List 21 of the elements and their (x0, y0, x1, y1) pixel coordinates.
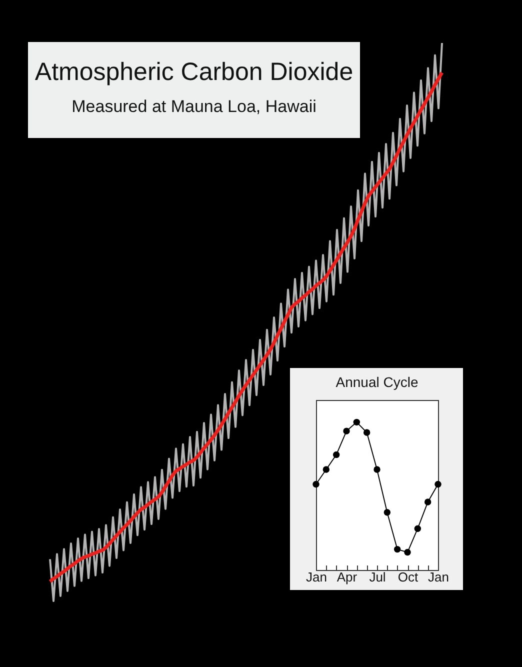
text: Atmospheric Carbon Dioxide (34, 58, 354, 87)
text: Measured at Mauna Loa, Hawaii (70, 97, 318, 117)
point (374, 466, 380, 473)
point (343, 428, 350, 434)
point (322, 466, 330, 473)
point (332, 451, 340, 458)
point (363, 429, 370, 436)
point (384, 509, 391, 516)
x-tick-label: Jul (369, 570, 386, 584)
point (424, 498, 432, 506)
x-tick-label: Jan (428, 570, 449, 584)
point (434, 480, 442, 488)
point (394, 546, 401, 553)
point (404, 548, 411, 556)
x-tick-label: Jan (306, 570, 327, 584)
point (312, 480, 320, 488)
chart-title: Annual Cycle (336, 374, 418, 390)
point (414, 525, 422, 532)
x-tick-label: Oct (398, 570, 418, 584)
x-tick-label: Apr (336, 570, 358, 584)
point (353, 418, 360, 426)
